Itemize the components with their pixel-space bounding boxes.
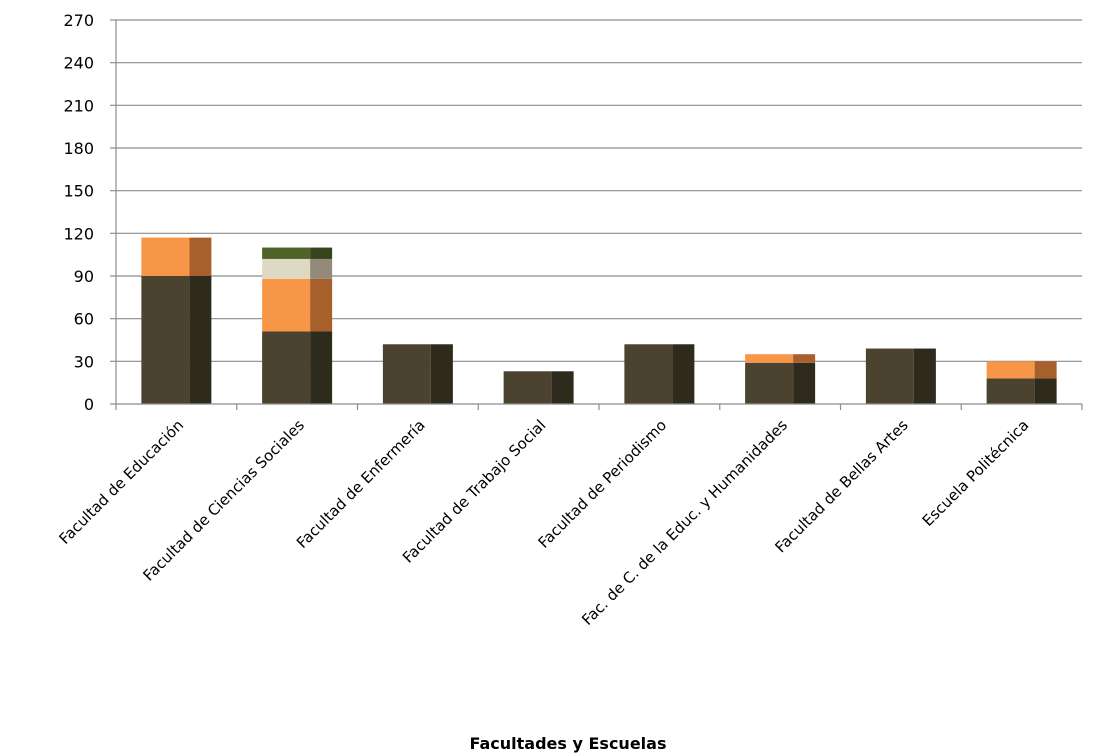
bar-segment <box>141 276 190 404</box>
bar-segment <box>262 247 311 259</box>
x-category-label: Facultad de Educación <box>55 416 187 548</box>
bar-segment-side <box>310 247 333 259</box>
y-tick-label: 210 <box>63 96 94 115</box>
y-tick-label: 90 <box>74 267 94 286</box>
bar-segment <box>986 361 1035 379</box>
bar-segment <box>986 378 1035 404</box>
y-tick-label: 120 <box>63 224 94 243</box>
x-category-label: Facultad de Bellas Artes <box>772 416 912 556</box>
bar-segment <box>262 331 311 404</box>
bar-segment-side <box>1034 361 1057 379</box>
bar-segment-side <box>793 354 816 363</box>
y-tick-label: 180 <box>63 139 94 158</box>
bar-segment <box>745 362 794 404</box>
bars <box>141 237 1057 404</box>
x-category-label: Escuela Politécnica <box>919 416 1033 530</box>
bar-segment-side <box>793 362 816 404</box>
bar-segment <box>262 278 311 332</box>
y-tick-label: 270 <box>63 11 94 30</box>
bar-segment-side <box>551 371 574 404</box>
y-tick-labels: 0 30 60 90 120 150 180 210 240 270 <box>63 11 94 414</box>
bar-segment <box>745 354 794 363</box>
bar-segment-side <box>310 331 333 404</box>
bar-segment-side <box>913 348 936 404</box>
bar-segment <box>865 348 914 404</box>
y-tick-label: 0 <box>84 395 94 414</box>
y-tick-label: 150 <box>63 182 94 201</box>
bar-segment-side <box>189 276 212 404</box>
bar-segment-side <box>1034 378 1057 404</box>
bar-segment-side <box>430 344 453 404</box>
y-tick-label: 30 <box>74 352 94 371</box>
axes <box>115 20 1083 410</box>
bar-segment-side <box>189 237 212 276</box>
x-category-label: Facultad de Periodismo <box>535 416 671 552</box>
x-category-label: Facultad de Enfermería <box>293 416 429 552</box>
bar-segment-side <box>310 278 333 332</box>
grid-lines <box>110 19 1082 405</box>
bar-segment-side <box>672 344 695 404</box>
bar-segment <box>503 371 552 404</box>
bar-segment-side <box>310 258 333 279</box>
bar-segment <box>141 237 190 276</box>
bar-segment <box>262 258 311 279</box>
y-tick-label: 240 <box>63 54 94 73</box>
y-tick-label: 60 <box>74 310 94 329</box>
x-category-label: Fac. de C. de la Educ. y Humanidades <box>578 416 791 629</box>
bar-segment <box>382 344 431 404</box>
bar-segment <box>624 344 673 404</box>
x-category-label: Facultad de Trabajo Social <box>399 416 550 567</box>
x-axis-title: Facultades y Escuelas <box>470 734 667 753</box>
